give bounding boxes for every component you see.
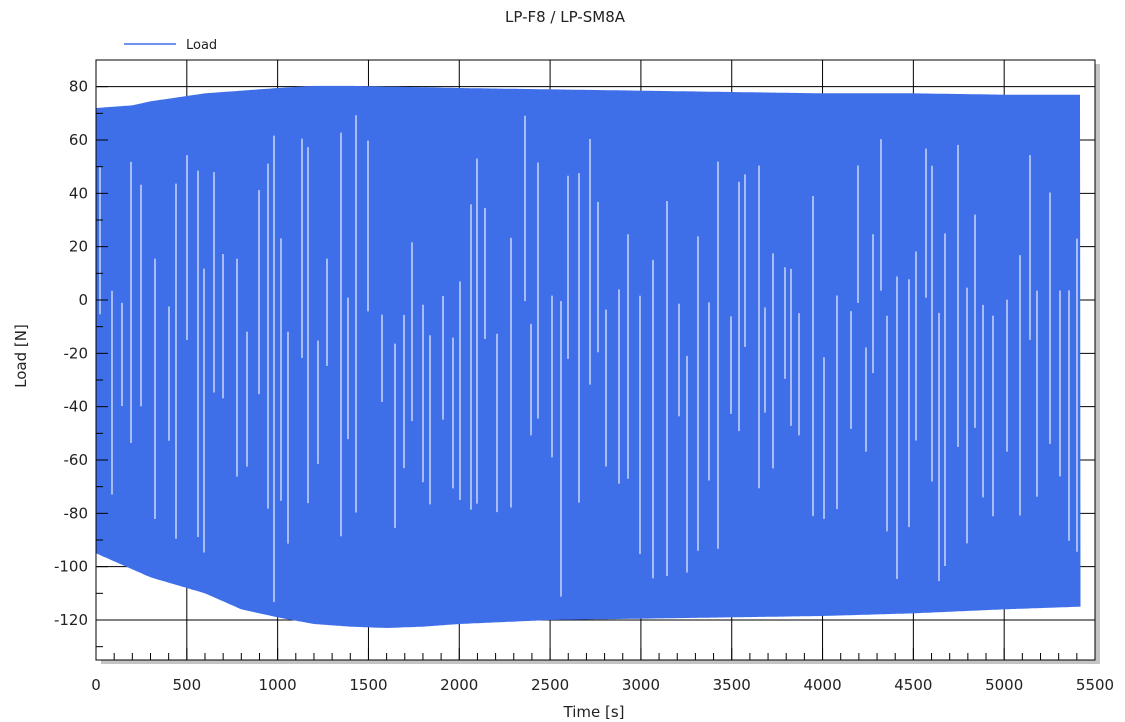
y-tick-label: 80: [69, 78, 88, 96]
x-tick-label: 500: [172, 676, 201, 694]
x-tick-label: 5500: [1076, 676, 1114, 694]
minor-ticks: [96, 59, 1078, 660]
x-tick-label: 4500: [894, 676, 932, 694]
series-load-fill: [96, 85, 1081, 628]
y-tick-label: 20: [69, 238, 88, 256]
x-tick-label: 4000: [803, 676, 841, 694]
y-tick-label: -60: [64, 451, 89, 469]
x-tick-label: 5000: [985, 676, 1023, 694]
plot-frame: [95, 59, 1096, 661]
y-tick-label: 60: [69, 131, 88, 149]
y-tick-label: -120: [54, 611, 88, 629]
x-axis: 0 500 1000 1500 2000 2500 3000 3500 4000 4500 5000…: [91, 648, 1114, 694]
x-tick-label: 2000: [440, 676, 478, 694]
legend-label-load: Load: [186, 38, 217, 53]
y-tick-label: -100: [54, 558, 88, 576]
y-tick-label: -40: [64, 398, 89, 416]
y-tick-label: 40: [69, 184, 88, 202]
x-tick-label: 3500: [713, 676, 751, 694]
legend: Load: [124, 38, 217, 53]
x-tick-label: 3000: [622, 676, 660, 694]
y-axis-title: Load [N]: [12, 324, 30, 388]
y-axis: -120 -100 -80 -60 -40 -20 0 20 40 60 80: [54, 78, 108, 629]
y-tick-label: -80: [64, 504, 89, 522]
chart-title: LP-F8 / LP-SM8A: [505, 8, 626, 26]
x-tick-label: 1000: [259, 676, 297, 694]
x-axis-title: Time [s]: [563, 703, 625, 721]
x-tick-label: 2500: [531, 676, 569, 694]
y-tick-label: -20: [64, 344, 89, 362]
y-tick-label: 0: [78, 291, 88, 309]
series-load: [96, 85, 1081, 628]
x-tick-label: 1500: [349, 676, 387, 694]
x-tick-label: 0: [91, 676, 101, 694]
